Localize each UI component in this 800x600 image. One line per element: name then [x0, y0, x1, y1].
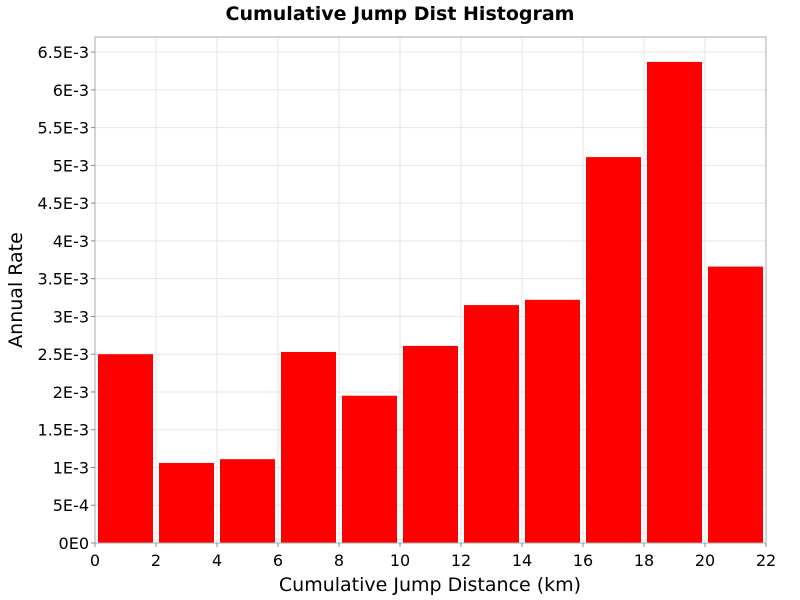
histogram-bar-2: [220, 459, 275, 543]
bars: [98, 61, 763, 543]
y-tick-label-2: 1E-3: [53, 458, 89, 477]
x-tick-label-10: 20: [695, 551, 715, 570]
histogram-bar-3: [281, 351, 336, 543]
y-tick-label-12: 6E-3: [53, 81, 89, 100]
y-axis-ticks: 0E0 5E-4 1E-3 1.5E-3 2E-3 2.5E-3 3E-3 3.5E-3 4E-…: [37, 43, 95, 553]
grid-lines: [94, 37, 767, 544]
x-tick-label-5: 10: [390, 551, 410, 570]
y-tick-label-11: 5.5E-3: [37, 119, 89, 138]
histogram-bar-5: [403, 345, 458, 543]
plot-area-border: [94, 36, 767, 544]
y-axis-label: Annual Rate: [5, 232, 27, 348]
chart-title: Cumulative Jump Dist Histogram: [226, 3, 575, 25]
x-tick-label-7: 14: [512, 551, 532, 570]
x-tick-label-4: 8: [334, 551, 344, 570]
x-tick-label-9: 18: [634, 551, 654, 570]
histogram-bar-10: [708, 266, 763, 543]
histogram-bar-6: [464, 305, 519, 543]
y-tick-label-10: 5E-3: [53, 156, 89, 175]
y-tick-label-13: 6.5E-3: [37, 43, 89, 62]
y-tick-label-6: 3E-3: [53, 307, 89, 326]
x-tick-label-0: 0: [90, 551, 100, 570]
y-tick-label-5: 2.5E-3: [37, 345, 89, 364]
y-tick-label-9: 4.5E-3: [37, 194, 89, 213]
histogram-bar-0: [98, 354, 153, 543]
x-tick-label-11: 22: [756, 551, 776, 570]
histogram-bar-7: [525, 299, 580, 543]
histogram-bar-1: [159, 462, 214, 543]
y-tick-label-0: 0E0: [59, 534, 89, 553]
x-tick-label-3: 6: [273, 551, 283, 570]
y-tick-label-7: 3.5E-3: [37, 270, 89, 289]
y-tick-label-1: 5E-4: [53, 496, 89, 515]
y-tick-label-8: 4E-3: [53, 232, 89, 251]
histogram-bar-9: [647, 61, 702, 543]
x-axis-ticks: 0 2 4 6 8 10 12 14 16 18 20 22: [90, 543, 776, 570]
histogram-bar-4: [342, 395, 397, 543]
x-tick-label-1: 2: [151, 551, 161, 570]
x-axis-label: Cumulative Jump Distance (km): [279, 574, 581, 596]
x-tick-label-2: 4: [212, 551, 222, 570]
y-tick-label-3: 1.5E-3: [37, 421, 89, 440]
y-tick-label-4: 2E-3: [53, 383, 89, 402]
x-tick-label-6: 12: [451, 551, 471, 570]
histogram-bar-8: [586, 157, 641, 543]
x-tick-label-8: 16: [573, 551, 593, 570]
